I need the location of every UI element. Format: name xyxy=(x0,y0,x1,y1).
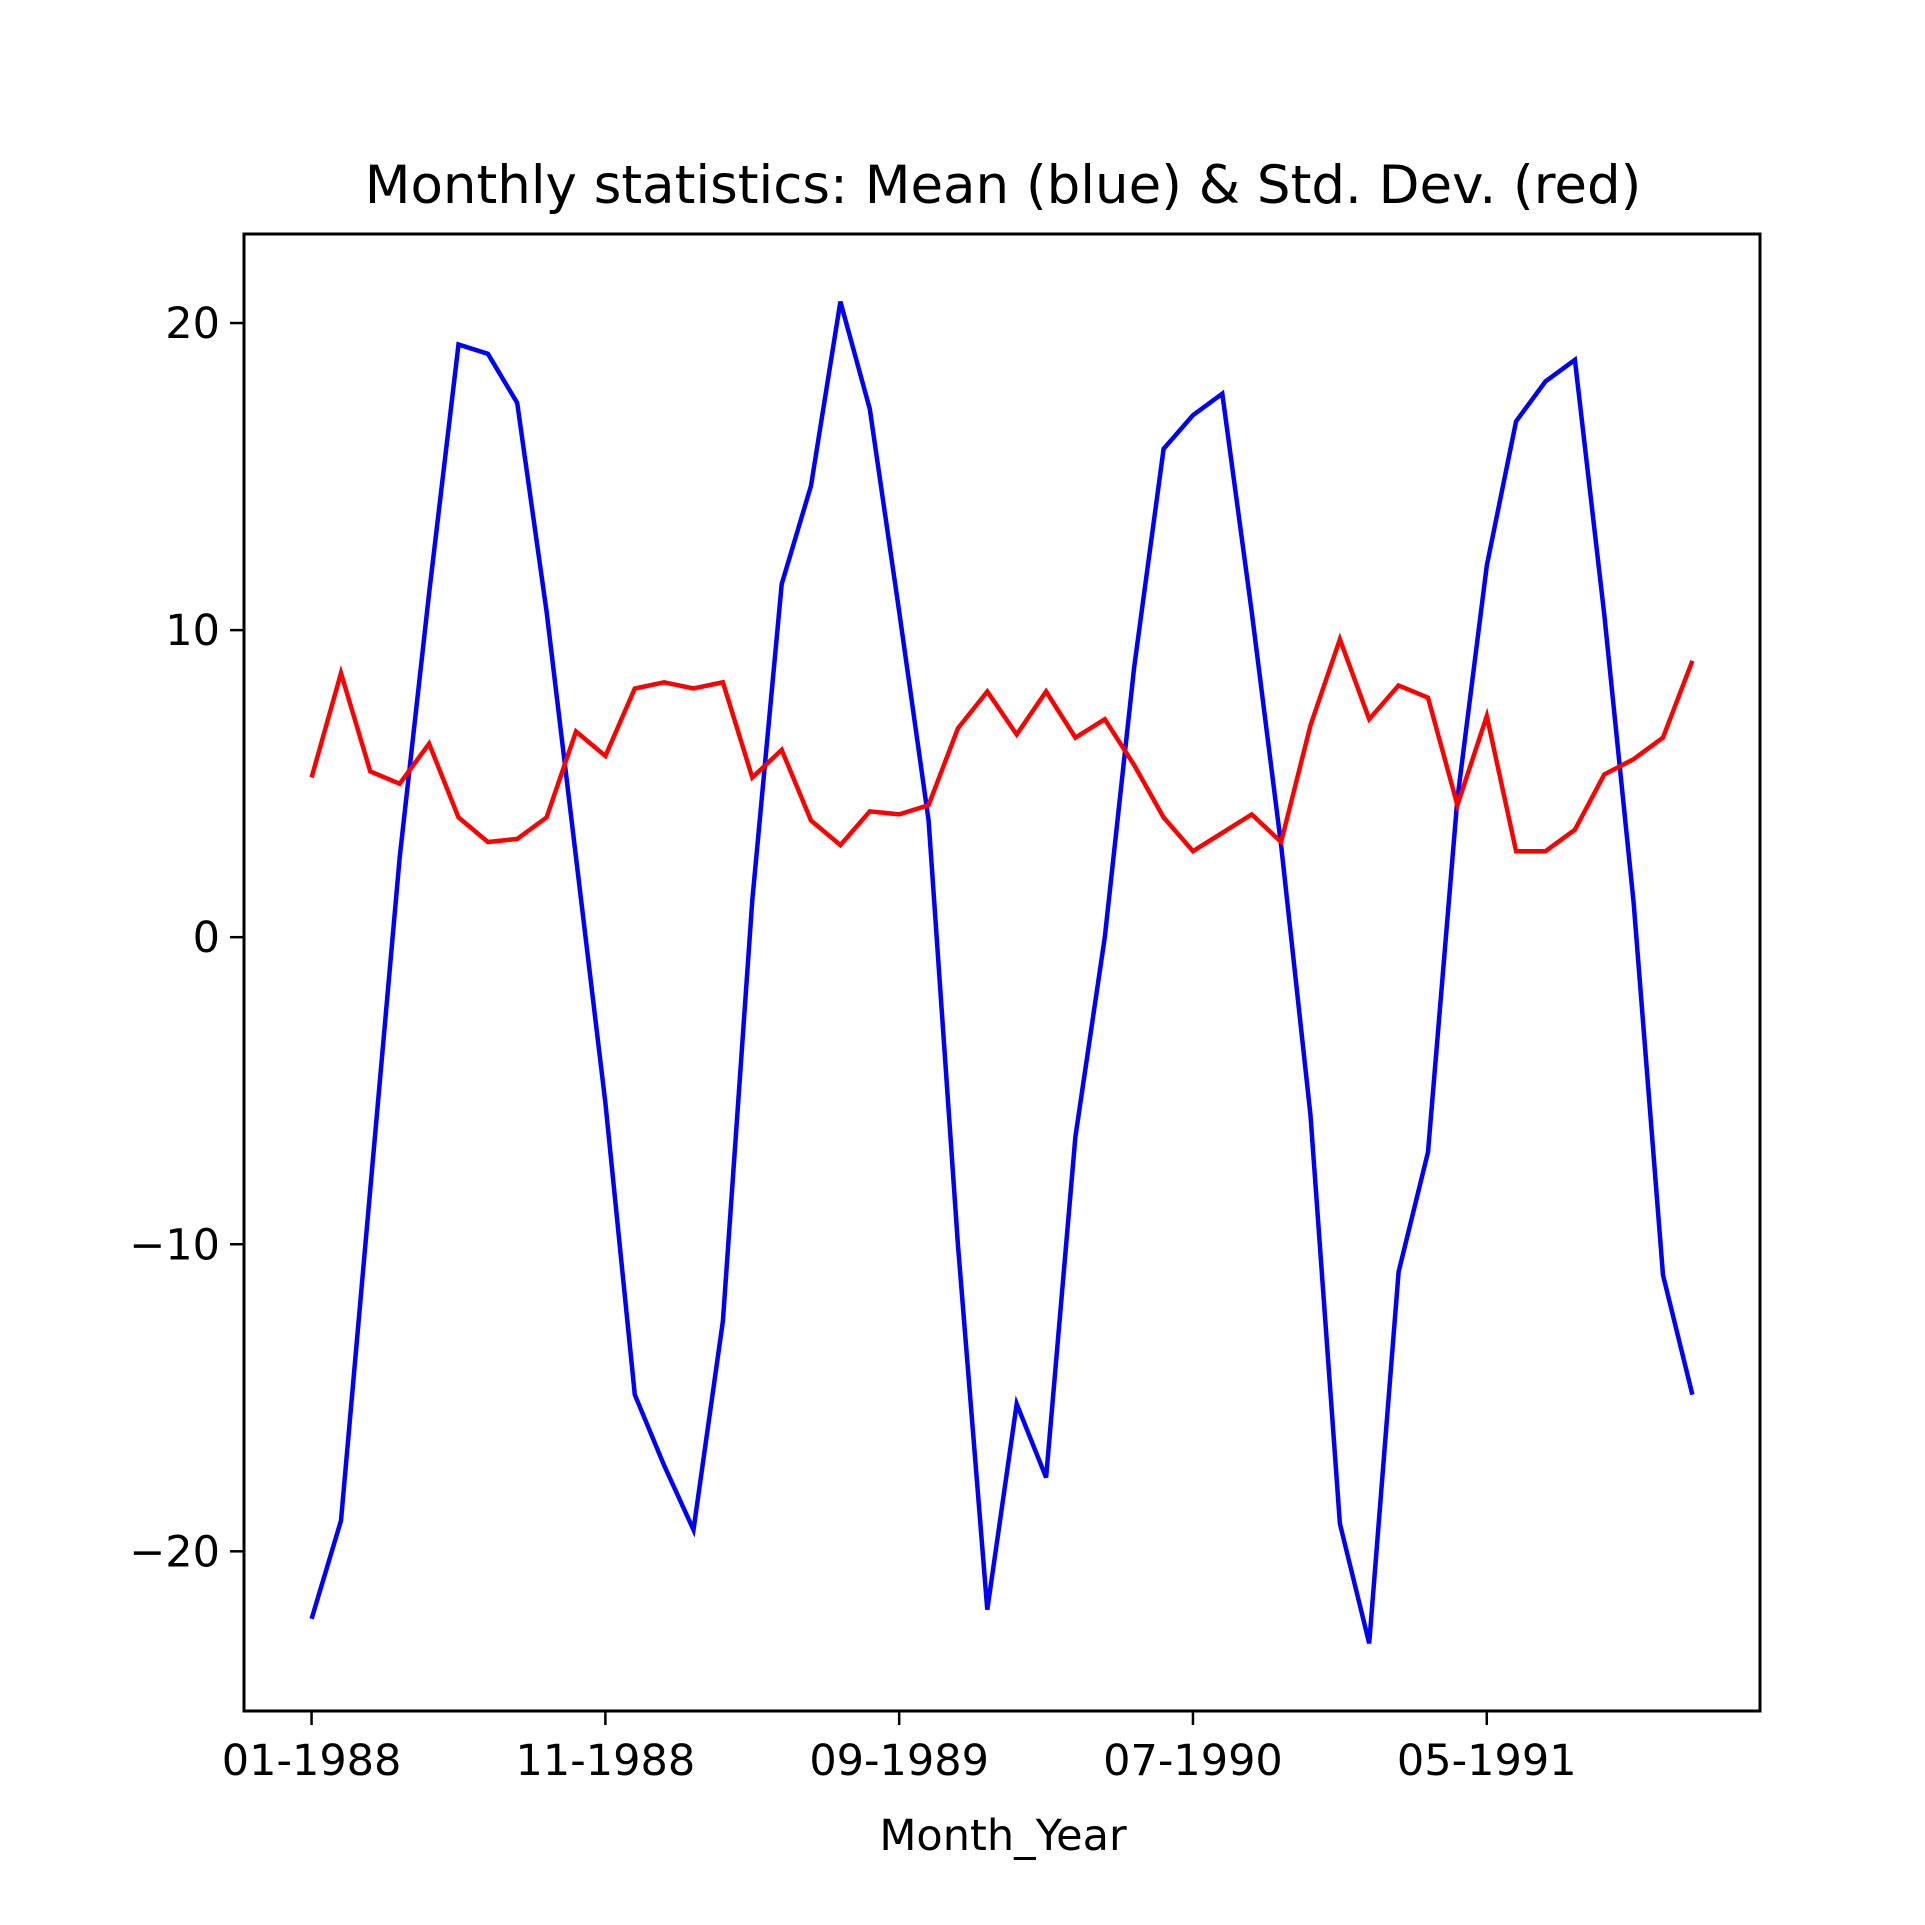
x-axis: 01-1988 11-1988 09-1989 07-1990 05-1991 xyxy=(222,1711,1577,1786)
x-tick-label: 11-1988 xyxy=(516,1736,696,1786)
x-axis-label: Month_Year xyxy=(879,1811,1127,1861)
y-tick-label: −10 xyxy=(129,1220,220,1270)
y-axis: 20 10 0 −10 −20 xyxy=(129,299,244,1577)
x-tick-label: 05-1991 xyxy=(1397,1736,1577,1786)
series-line-2 xyxy=(309,632,1695,855)
series-line-1 xyxy=(309,301,1695,1644)
plot-area xyxy=(309,301,1695,1644)
x-tick-label: 09-1989 xyxy=(809,1736,989,1786)
y-tick-label: −20 xyxy=(129,1527,220,1577)
chart-title: Monthly statistics: Mean (blue) & Std. D… xyxy=(365,155,1642,216)
plot-frame xyxy=(242,232,1762,1713)
y-tick-label: 20 xyxy=(165,299,220,349)
x-tick-label: 01-1988 xyxy=(222,1736,402,1786)
y-tick-label: 0 xyxy=(193,913,220,963)
y-tick-label: 10 xyxy=(165,606,220,656)
x-tick-label: 07-1990 xyxy=(1103,1736,1283,1786)
